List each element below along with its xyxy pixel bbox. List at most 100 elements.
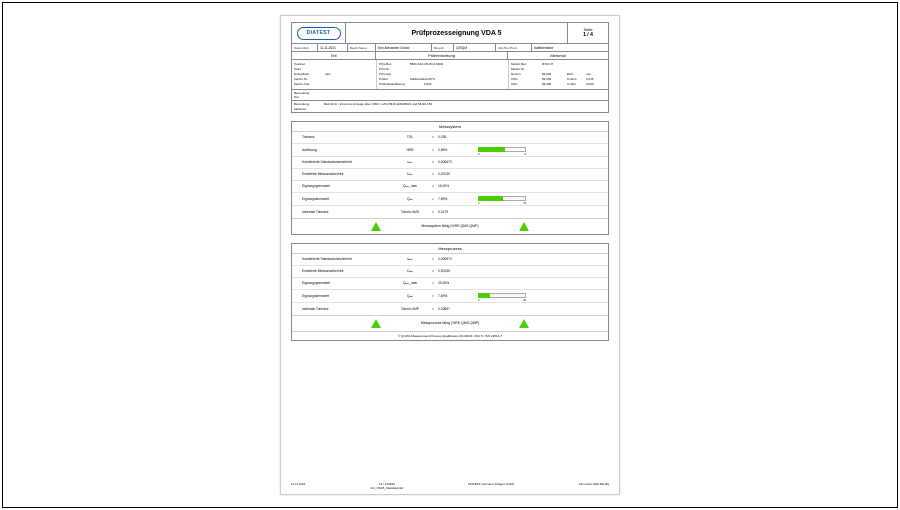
dept-value: Kalibrierlabor bbox=[532, 44, 608, 51]
footer-center: DIATEST Hermann Költgen GmbH bbox=[468, 482, 514, 490]
brand-logo: DIATEST bbox=[297, 27, 341, 40]
metric-symbol: uₘₚ bbox=[392, 257, 428, 261]
pruef-ort-v: Kalibrierlabor/20°C bbox=[410, 77, 435, 82]
footer-left: 11.11.2021 bbox=[291, 482, 306, 490]
teil-doku-l: Dokupflicht bbox=[294, 72, 322, 77]
pruef-nr-l: Prfm.Nr. bbox=[379, 67, 407, 72]
metric-label: Eignungsgrenzwert bbox=[292, 281, 392, 285]
metric-symbol: TOL bbox=[392, 135, 428, 139]
date-label: Datum/Zeit bbox=[292, 44, 318, 51]
arrow-up-icon bbox=[371, 222, 381, 231]
metric-row: minimale ToleranzTolmin-UMP=0,00897 bbox=[292, 303, 608, 315]
editor-label: Bearb.Name bbox=[348, 44, 376, 51]
metric-symbol: Qₘₛ bbox=[392, 197, 428, 201]
metric-row: minimale ToleranzTolmin-UMS=0,0179 bbox=[292, 206, 608, 218]
section-headings: Teil Prüfeinrichtung Merkmal bbox=[291, 52, 609, 60]
metric-value: 7,69% bbox=[438, 294, 478, 298]
metric-value: 0,035 bbox=[438, 135, 478, 139]
panel2-footnote: © Q-DAS Measurement Process Qualificatio… bbox=[292, 331, 608, 340]
metric-bar: 030 bbox=[478, 292, 538, 300]
remark-block: Bemerkung Teil bbox=[291, 90, 609, 101]
info-block: Teilebez. Teilnr. Dokupflichtnein Zeichn… bbox=[291, 60, 609, 90]
date-value: 11.11.2021 bbox=[318, 44, 348, 51]
doc-title: Prüfprozesseignung VDA 5 bbox=[346, 23, 568, 43]
equals-sign: = bbox=[428, 160, 438, 164]
equals-sign: = bbox=[428, 257, 438, 261]
merk-einh-v: mm bbox=[586, 72, 591, 77]
equals-sign: = bbox=[428, 184, 438, 188]
arrow-up-icon bbox=[519, 222, 529, 231]
teil-zeich-l: Zeichn.Nr. bbox=[294, 77, 322, 82]
metric-row: Erweiterte MessunsicherheitUₘₚ=0,00135 bbox=[292, 266, 608, 278]
teil-col: Teilebez. Teilnr. Dokupflichtnein Zeichn… bbox=[292, 60, 376, 89]
meta-row: Datum/Zeit 11.11.2021 Bearb.Name Kim Ale… bbox=[291, 44, 609, 52]
metric-label: Eignungsgrenzwert bbox=[292, 184, 392, 188]
metric-label: minimale Toleranz bbox=[292, 210, 392, 214]
metric-value: 0,00897 bbox=[438, 307, 478, 311]
merk-ua-v: 0,000 bbox=[586, 82, 594, 87]
page-number: 1 / 4 bbox=[583, 32, 593, 38]
metric-value: 30,00% bbox=[438, 281, 478, 285]
arrow-up-icon bbox=[519, 319, 529, 328]
logo-cell: DIATEST bbox=[292, 23, 346, 43]
merk-usg-l: USG bbox=[511, 82, 539, 87]
metric-value: 15,00% bbox=[438, 184, 478, 188]
metric-symbol: Tolmin-UMP bbox=[392, 307, 428, 311]
sec-merk: Merkmal bbox=[508, 52, 608, 59]
pruef-col: Prfm.Bez.BMD-S10-CR-83,0-MDR Prfm.Nr. Pr… bbox=[376, 60, 508, 89]
metric-label: Eignungskennwert bbox=[292, 294, 392, 298]
merk-bez-v: Ø 83 H7 bbox=[542, 62, 553, 67]
editor-value: Kim Alexander Grund bbox=[376, 44, 432, 51]
metric-symbol: Uₘₛ bbox=[392, 172, 428, 176]
merk-einh-l: Einh. bbox=[567, 72, 583, 77]
metric-value: 0,00135 bbox=[438, 269, 478, 273]
equals-sign: = bbox=[428, 135, 438, 139]
rem-bem2-v: Bericht Nr.: 21mmxxx Anzeige über: MDU 1… bbox=[324, 102, 432, 106]
panel1-title: Messsystem bbox=[292, 122, 608, 132]
equals-sign: = bbox=[428, 148, 438, 152]
metric-symbol: %RE bbox=[392, 148, 428, 152]
arrow-up-icon bbox=[371, 319, 381, 328]
header: DIATEST Prüfprozesseignung VDA 5 Seite 1… bbox=[291, 22, 609, 44]
teil-nr-l: Teilnr. bbox=[294, 67, 322, 72]
metric-row: EignungsgrenzwertQₘₚ_max=30,00% bbox=[292, 278, 608, 290]
metric-label: Kombinierte Standardunsicherheit bbox=[292, 160, 392, 164]
metric-symbol: Qₘₚ bbox=[392, 294, 428, 298]
merk-col: Merkm.Bez.Ø 83 H7 Merkm.Nr. Nennm.83,000… bbox=[508, 60, 608, 89]
report-page: { "logo_text":"DIATEST", "title":"Prüfpr… bbox=[280, 15, 620, 495]
metric-label: minimale Toleranz bbox=[292, 307, 392, 311]
metric-symbol: uₘₛ bbox=[392, 160, 428, 164]
equals-sign: = bbox=[428, 197, 438, 201]
pruef-bez-v: BMD-S10-CR-83,0-MDR bbox=[410, 62, 443, 67]
teil-zand-l: Zeichn.Änd. bbox=[294, 82, 322, 87]
metric-label: Toleranz bbox=[292, 135, 392, 139]
teil-bez-l: Teilebez. bbox=[294, 62, 322, 67]
metric-value: 0,00135 bbox=[438, 172, 478, 176]
equals-sign: = bbox=[428, 307, 438, 311]
metric-row: Erweiterte MessunsicherheitUₘₛ=0,00135 bbox=[292, 169, 608, 181]
outer-frame: { "logo_text":"DIATEST", "title":"Prüfpr… bbox=[2, 2, 898, 508]
metric-row: ToleranzTOL=0,035 bbox=[292, 132, 608, 144]
footer-mid: 13 / 219459GC_VDA5_Standard.def bbox=[370, 482, 403, 490]
pruef-bez-l: Prfm.Bez. bbox=[379, 62, 407, 67]
equals-sign: = bbox=[428, 172, 438, 176]
metric-bar: 05 bbox=[478, 146, 538, 154]
metric-value: 0,000673 bbox=[438, 257, 478, 261]
metric-symbol: Uₘₚ bbox=[392, 269, 428, 273]
merk-nom-l: Nennm. bbox=[511, 72, 539, 77]
pruef-ort-l: Prüfort bbox=[379, 77, 407, 82]
merk-ua-l: U.Abm. bbox=[567, 82, 583, 87]
merk-usg-v: 83,000 bbox=[542, 82, 564, 87]
footer-mid-bot: GC_VDA5_Standard.def bbox=[370, 486, 403, 490]
metric-label: Erweiterte Messunsicherheit bbox=[292, 172, 392, 176]
metric-symbol: Qₘₚ_max bbox=[392, 281, 428, 285]
merk-nom-v: 83,000 bbox=[542, 72, 564, 77]
merk-oa-v: 0,035 bbox=[586, 77, 594, 82]
teil-doku-v: nein bbox=[325, 72, 331, 77]
pruef-aufl-v: 0,001 bbox=[424, 82, 432, 87]
pruef-grp-l: Prfm.Grp. bbox=[379, 72, 407, 77]
metric-value: 0,0179 bbox=[438, 210, 478, 214]
metric-value: 0,000673 bbox=[438, 160, 478, 164]
pruef-aufl-l: Prüfmittelauflösung bbox=[379, 82, 421, 87]
merk-osg-v: 83,035 bbox=[542, 77, 564, 82]
